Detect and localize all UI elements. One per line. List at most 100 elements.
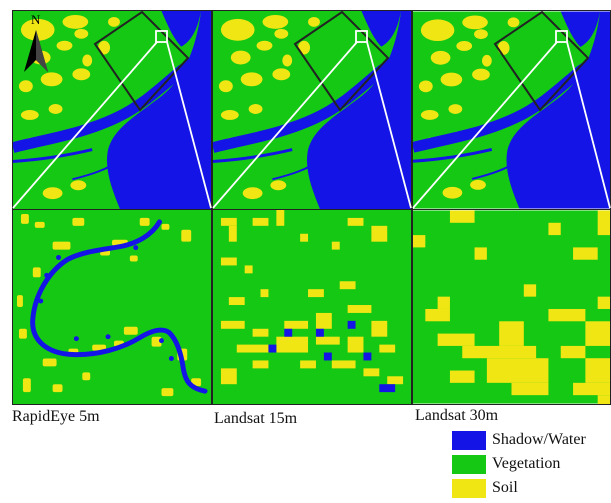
legend-label-soil: Soil	[492, 479, 518, 496]
legend-swatch-water	[452, 430, 486, 450]
overview-map-rapideye	[12, 10, 212, 210]
landsat15-pixel	[276, 336, 309, 353]
legend-label-vegetation: Vegetation	[492, 455, 561, 472]
landsat15-pixel	[371, 225, 388, 242]
rapideye-soil-patch	[42, 358, 57, 367]
landsat15-pixel	[284, 320, 309, 329]
overview-soil-patch	[42, 187, 63, 200]
overview-soil-patch	[108, 16, 120, 27]
landsat15-pixel	[220, 217, 237, 226]
rapideye-water-patch	[44, 272, 50, 278]
legend: Shadow/Water Vegetation Soil	[452, 428, 586, 500]
rapideye-soil-patch	[20, 213, 29, 224]
landsat30-pixel	[573, 382, 610, 396]
zoom-map-landsat30-svg	[413, 210, 610, 404]
landsat15-pixel	[220, 368, 237, 385]
overview-soil-patch	[230, 50, 251, 65]
rapideye-river	[30, 219, 208, 394]
overview-soil-patch	[308, 16, 320, 27]
landsat30-pixel	[597, 395, 610, 404]
overview-map-rapideye-svg	[13, 11, 211, 209]
landsat15-pixel	[363, 352, 372, 361]
landsat15-pixel	[252, 360, 269, 369]
rapideye-soil-patch	[129, 255, 138, 262]
landsat30-pixel	[523, 284, 537, 297]
overview-soil-patch	[507, 17, 520, 28]
rapideye-soil-patch	[22, 378, 31, 393]
landsat15-pixel	[252, 217, 269, 226]
overview-soil-patch	[442, 186, 463, 199]
rapideye-soil-patch	[161, 388, 174, 397]
landsat30-pixel	[486, 358, 549, 383]
landsat30-pixel	[449, 370, 475, 383]
overview-soil-patch	[62, 14, 89, 29]
landsat15-pixel	[244, 265, 253, 274]
overview-soil-patch	[497, 41, 510, 55]
landsat15-pixel	[379, 344, 396, 353]
landsat15-pixel	[228, 297, 245, 306]
landsat15-pixel	[363, 368, 380, 377]
landsat30-pixel	[585, 358, 610, 383]
overview-soil-patch	[242, 187, 263, 200]
overview-soil-patch	[282, 54, 293, 67]
rapideye-soil-patch	[92, 344, 107, 351]
landsat30-pixel	[573, 247, 598, 260]
caption-landsat30: Landsat 30m	[415, 407, 499, 424]
landsat15-pixel	[284, 328, 293, 337]
landsat15-pixel	[387, 376, 404, 385]
overview-map-landsat30-svg	[413, 11, 610, 209]
landsat15-pixel	[347, 320, 356, 329]
legend-item-soil: Soil	[452, 476, 586, 500]
overview-soil-patch	[256, 40, 273, 51]
rapideye-soil-patch	[52, 384, 63, 393]
landsat15-pixel	[347, 336, 364, 353]
overview-soil-patch	[420, 110, 439, 120]
zoom-map-rapideye-svg	[13, 210, 211, 404]
rapideye-soil-patch	[18, 328, 27, 339]
landsat30-pixel	[437, 296, 450, 309]
landsat30-pixel	[499, 321, 524, 346]
caption-rapideye: RapidEye 5m	[12, 408, 100, 425]
legend-item-vegetation: Vegetation	[452, 452, 586, 476]
landsat15-pixel	[331, 241, 340, 250]
overview-soil-patch	[470, 179, 486, 190]
overview-soil-patch	[474, 29, 488, 40]
rapideye-water-patch	[159, 338, 164, 344]
overview-map-landsat15-svg	[213, 11, 411, 209]
landsat15-pixel	[236, 344, 269, 353]
overview-soil-patch	[20, 110, 39, 120]
landsat30-pixel	[511, 382, 549, 396]
landsat30-pixel	[437, 333, 475, 346]
landsat15-pixel	[347, 305, 372, 313]
rapideye-water-patch	[105, 334, 111, 340]
legend-item-water: Shadow/Water	[452, 428, 586, 452]
landsat30-pixel	[425, 308, 450, 322]
rapideye-soil-patch	[123, 326, 138, 335]
landsat15-pixel	[276, 210, 285, 226]
rapideye-water-patch	[133, 245, 139, 251]
overview-soil-patch	[70, 180, 87, 191]
landsat15-pixel	[300, 233, 309, 242]
zoom-map-landsat15	[212, 209, 412, 405]
zoom-map-rapideye	[12, 209, 212, 405]
landsat30-pixel	[462, 345, 537, 359]
landsat15-pixel	[331, 360, 356, 369]
overview-soil-patch	[272, 68, 291, 81]
overview-soil-patch	[82, 54, 93, 67]
overview-soil-patch	[18, 80, 33, 93]
rapideye-soil-patch	[34, 221, 45, 228]
overview-soil-patch	[40, 72, 63, 87]
landsat30-pixel	[560, 345, 586, 359]
overview-soil-patch	[48, 104, 63, 114]
landsat15-pixel	[315, 328, 324, 337]
overview-soil-patch	[56, 40, 73, 51]
rapideye-soil-patch	[72, 217, 85, 226]
overview-soil-patch	[418, 80, 433, 93]
rapideye-soil-patch	[181, 229, 192, 242]
overview-soil-patch	[74, 28, 89, 39]
landsat30-pixel	[548, 222, 561, 236]
legend-swatch-soil	[452, 478, 486, 498]
rapideye-soil-patch	[82, 372, 91, 381]
overview-soil-patch	[456, 41, 473, 51]
